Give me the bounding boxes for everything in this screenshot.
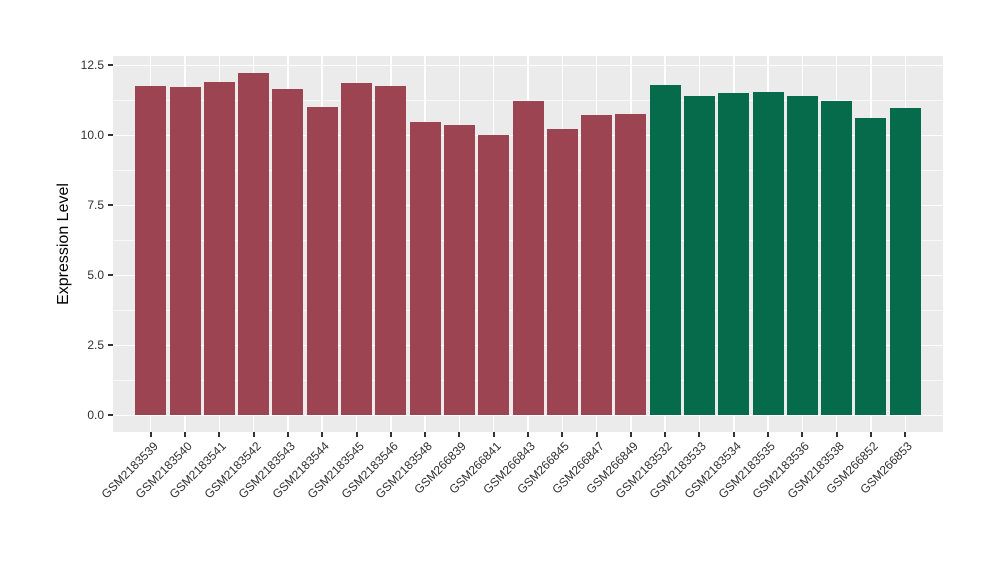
x-axis-tick [767,432,770,437]
bar-GSM2183533 [683,95,715,415]
x-axis-tick [629,432,632,437]
bar-GSM266841 [478,135,510,415]
y-axis-tick [108,204,113,206]
bar-GSM266847 [581,115,613,415]
bar-GSM2183538 [821,101,853,415]
y-axis-tick [108,414,113,416]
bar-GSM2183541 [203,81,235,415]
x-axis-tick [664,432,667,437]
bar-GSM266853 [889,108,921,415]
bar-GSM2183545 [341,83,372,415]
x-axis-tick [286,432,289,437]
x-axis-tick [252,432,255,437]
x-axis-tick [355,432,358,437]
bar-GSM2183542 [238,73,270,415]
y-tick-label: 2.5 [87,338,104,352]
y-tick-label: 7.5 [87,198,104,212]
bar-GSM2183543 [272,88,304,415]
x-axis-tick [389,432,392,437]
x-axis-tick [869,432,872,437]
y-axis-tick [108,344,113,346]
bar-GSM266845 [546,129,578,415]
y-axis-tick [108,64,113,66]
y-tick-label: 10.0 [80,128,104,142]
x-axis-tick [321,432,324,437]
bar-GSM2183544 [306,107,338,415]
bar-GSM2183532 [649,84,681,415]
x-axis-tick [424,432,427,437]
y-tick-label: 0.0 [87,408,104,422]
bar-GSM2183540 [169,87,201,415]
bar-GSM266839 [443,125,475,415]
x-axis-tick [149,432,152,437]
y-axis-title: Expression Level [55,183,72,305]
x-axis-tick [732,432,735,437]
x-axis-tick [698,432,701,437]
x-axis-tick [835,432,838,437]
bar-GSM2183539 [135,86,167,415]
x-axis-tick [561,432,564,437]
y-axis-tick [108,274,113,276]
x-axis-tick [595,432,598,437]
bar-GSM2183535 [752,91,784,415]
x-axis-tick [904,432,907,437]
bar-GSM266852 [855,118,887,415]
bar-GSM266849 [615,114,647,415]
plot-panel [113,56,943,432]
y-tick-label: 12.5 [80,58,104,72]
y-axis-tick [108,134,113,136]
bar-GSM266843 [512,101,544,415]
bar-GSM2183536 [786,95,818,415]
x-axis-tick [184,432,187,437]
x-axis-tick [492,432,495,437]
x-axis-tick [458,432,461,437]
x-axis-tick [801,432,804,437]
bar-GSM2183548 [409,122,441,415]
bar-GSM2183534 [718,93,750,415]
x-axis-tick [527,432,529,437]
bar-GSM2183546 [375,86,407,415]
x-axis-tick [218,432,221,437]
y-tick-label: 5.0 [87,268,104,282]
